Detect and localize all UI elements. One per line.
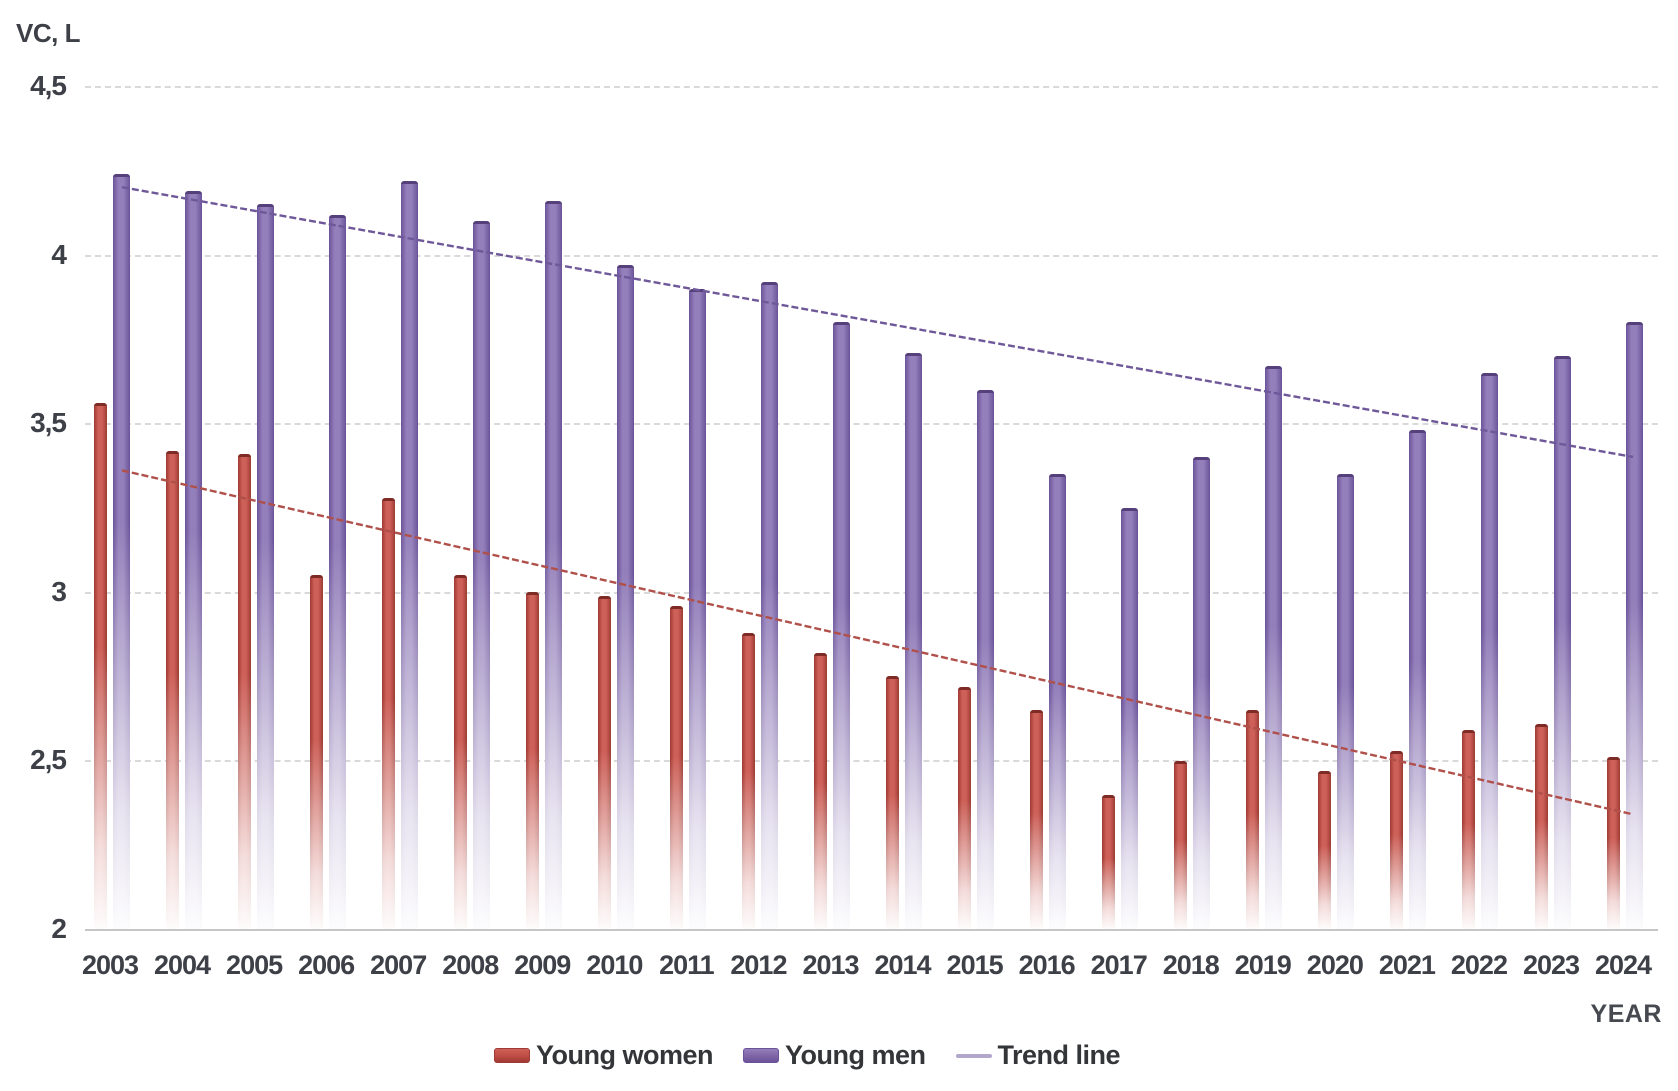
bar-young-women-2018 [1174, 760, 1188, 930]
y-tick-label: 2,5 [30, 744, 67, 776]
bar-young-men-2016 [1049, 474, 1067, 929]
gridline-2.5 [85, 760, 1658, 763]
x-tick-label-2005: 2005 [226, 950, 283, 980]
x-tick-label-2006: 2006 [298, 950, 355, 980]
y-tick-label: 4 [51, 238, 67, 270]
y-tick-label: 3 [51, 575, 67, 607]
bar-young-women-2021 [1390, 750, 1404, 930]
bar-young-women-2023 [1534, 723, 1548, 930]
x-tick-label-2024: 2024 [1595, 950, 1652, 980]
bar-young-men-2003 [112, 174, 130, 929]
bar-young-women-2009 [525, 592, 539, 929]
x-tick-label-2013: 2013 [802, 950, 859, 980]
bar-young-women-2016 [1030, 710, 1044, 929]
bar-young-women-2013 [814, 652, 827, 930]
bar-young-women-2003 [93, 403, 107, 929]
bar-young-men-2012 [760, 281, 778, 930]
y-tick-label: 3,5 [30, 407, 67, 439]
bar-young-women-2008 [453, 575, 467, 929]
x-axis-title: YEAR [1590, 1000, 1662, 1028]
y-axis-title: VC, L [16, 18, 80, 48]
x-tick-label-2017: 2017 [1090, 950, 1148, 980]
gridline-2 [85, 929, 1658, 931]
bar-young-women-2004 [165, 450, 179, 930]
bar-young-men-2004 [184, 190, 202, 930]
x-tick-label-2016: 2016 [1018, 950, 1076, 980]
legend-label: Trend line [997, 1040, 1121, 1070]
x-tick-label-2004: 2004 [154, 950, 211, 980]
gridline-3 [85, 591, 1658, 594]
x-tick-label-2007: 2007 [370, 950, 427, 980]
trend-line-young-women [121, 469, 1634, 816]
x-tick-label-2015: 2015 [946, 950, 1004, 980]
x-tick-label-2018: 2018 [1162, 950, 1220, 980]
legend: Young women Young men Trend line [494, 1040, 1121, 1071]
x-tick-label-2009: 2009 [514, 950, 571, 980]
bar-young-women-2006 [309, 575, 323, 929]
legend-item-young-women: Young women [494, 1040, 714, 1071]
bar-young-men-2018 [1193, 457, 1211, 929]
legend-swatch-young-men [743, 1048, 779, 1063]
bar-young-men-2019 [1265, 366, 1283, 929]
bar-young-men-2023 [1553, 356, 1571, 929]
legend-swatch-trend-line [955, 1053, 992, 1058]
bar-young-women-2017 [1102, 794, 1116, 929]
legend-item-young-men: Young men [743, 1040, 926, 1071]
bar-young-women-2022 [1462, 730, 1476, 929]
bar-young-women-2014 [886, 676, 900, 929]
x-tick-label-2010: 2010 [586, 950, 643, 980]
bar-young-men-2017 [1121, 507, 1139, 930]
y-tick-label: 4,5 [30, 70, 67, 101]
bar-young-women-2019 [1246, 710, 1260, 929]
x-tick-label-2011: 2011 [659, 950, 715, 980]
gridline-4 [85, 254, 1658, 257]
bar-young-women-2011 [669, 605, 683, 930]
bar-young-women-2020 [1318, 770, 1332, 930]
bar-young-men-2009 [544, 201, 562, 929]
bar-young-men-2005 [256, 204, 274, 929]
bar-young-women-2012 [741, 632, 755, 930]
bar-young-men-2024 [1625, 322, 1643, 929]
legend-label: Young men [785, 1040, 926, 1070]
legend-label: Young women [536, 1040, 714, 1070]
x-tick-label-2003: 2003 [81, 950, 139, 980]
bar-young-women-2010 [597, 595, 611, 930]
bar-young-women-2024 [1606, 757, 1620, 929]
legend-item-trend-line: Trend line [955, 1040, 1121, 1071]
bar-young-men-2021 [1409, 430, 1427, 929]
legend-swatch-young-women [494, 1048, 530, 1063]
bar-young-men-2010 [616, 265, 634, 929]
trend-line-young-men [121, 185, 1634, 459]
bar-young-men-2014 [905, 352, 923, 930]
bar-young-men-2020 [1337, 474, 1355, 929]
bar-young-women-2005 [237, 453, 251, 930]
x-tick-label-2023: 2023 [1522, 950, 1580, 980]
x-tick-label-2019: 2019 [1234, 950, 1292, 980]
bar-young-men-2007 [400, 180, 418, 930]
bar-young-men-2013 [833, 322, 850, 929]
gridline-3.5 [85, 423, 1658, 426]
x-tick-label-2020: 2020 [1306, 950, 1364, 980]
bar-young-men-2022 [1481, 373, 1499, 929]
bar-young-men-2006 [328, 214, 346, 930]
bar-young-women-2015 [958, 686, 972, 930]
x-tick-label-2014: 2014 [874, 950, 932, 980]
x-tick-label-2008: 2008 [442, 950, 499, 980]
bar-young-men-2011 [688, 288, 706, 930]
trend-lines-layer [121, 185, 1634, 816]
bar-young-men-2008 [472, 221, 490, 929]
y-tick-label: 2 [51, 913, 67, 944]
bar-young-men-2015 [977, 389, 995, 930]
x-tick-label-2012: 2012 [730, 950, 787, 980]
plot-area [85, 86, 1658, 931]
x-tick-label-2022: 2022 [1450, 950, 1508, 980]
bar-young-women-2007 [381, 497, 395, 930]
x-tick-label-2021: 2021 [1378, 950, 1436, 980]
gridline-4.5 [85, 86, 1658, 88]
